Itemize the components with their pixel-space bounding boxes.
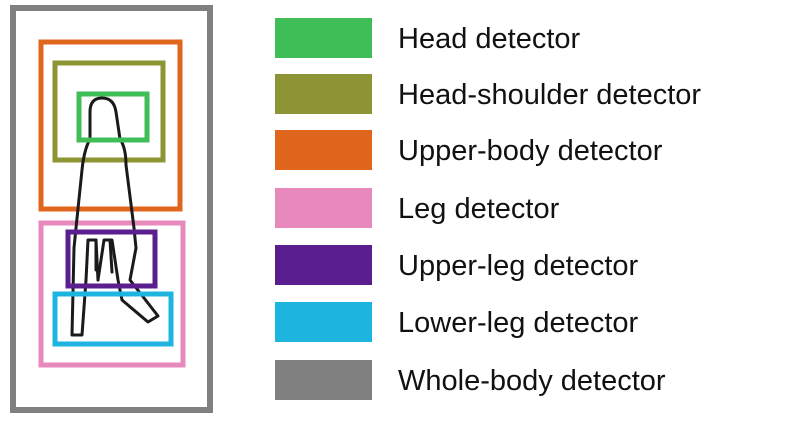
legend-swatch-lower-leg xyxy=(275,302,372,342)
head-shoulder-box xyxy=(52,60,166,163)
legend-swatch-head xyxy=(275,18,372,58)
legend-swatch-upper-body xyxy=(275,130,372,170)
legend-item-head-shoulder: Head-shoulder detector xyxy=(275,74,795,116)
legend-swatch-leg xyxy=(275,188,372,228)
legend-label-whole-body: Whole-body detector xyxy=(398,365,666,397)
lower-leg-box xyxy=(52,291,174,347)
legend-swatch-whole-body xyxy=(275,360,372,400)
upper-body-box xyxy=(38,39,183,212)
leg-box xyxy=(38,220,186,368)
legend-label-upper-leg: Upper-leg detector xyxy=(398,250,639,282)
legend-item-upper-body: Upper-body detector xyxy=(275,130,795,172)
legend-label-head: Head detector xyxy=(398,23,581,55)
legend-item-whole-body: Whole-body detector xyxy=(275,360,795,402)
legend-label-upper-body: Upper-body detector xyxy=(398,135,663,167)
legend-label-leg: Leg detector xyxy=(398,193,560,225)
legend-item-leg: Leg detector xyxy=(275,188,795,230)
legend-swatch-upper-leg xyxy=(275,245,372,285)
legend-item-head: Head detector xyxy=(275,18,795,60)
legend-swatch-head-shoulder xyxy=(275,74,372,114)
legend-label-head-shoulder: Head-shoulder detector xyxy=(398,79,702,111)
whole-body-box xyxy=(10,5,213,413)
legend-label-lower-leg: Lower-leg detector xyxy=(398,307,639,339)
legend-item-lower-leg: Lower-leg detector xyxy=(275,302,795,344)
head-box xyxy=(76,91,150,143)
upper-leg-box xyxy=(65,229,158,289)
legend-item-upper-leg: Upper-leg detector xyxy=(275,245,795,287)
